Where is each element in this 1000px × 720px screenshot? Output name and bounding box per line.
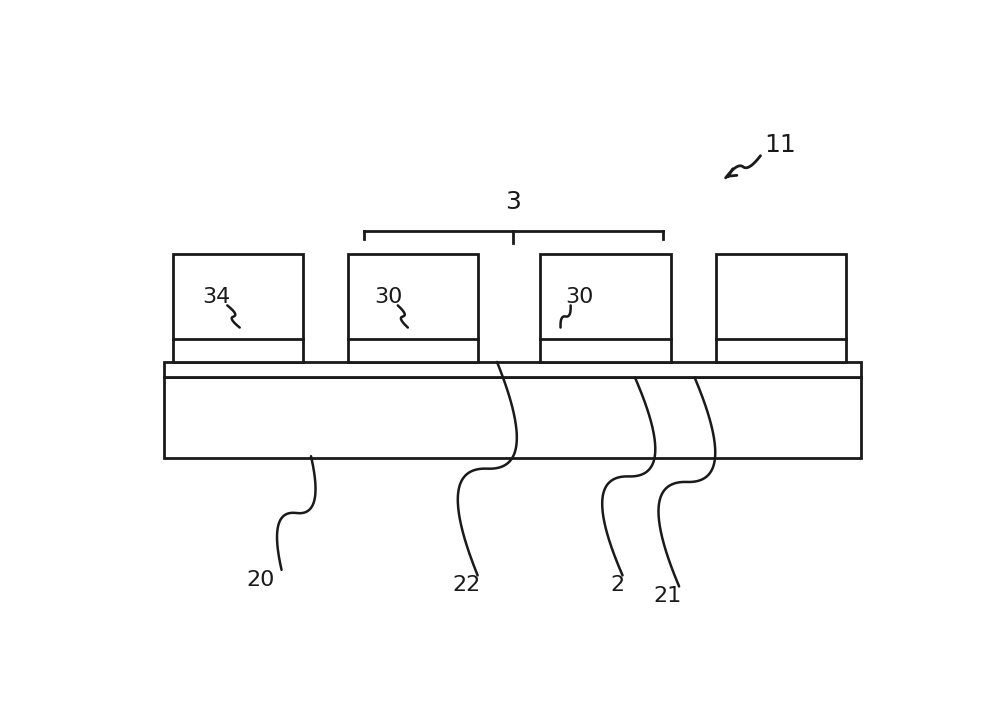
Text: 30: 30 xyxy=(374,287,403,307)
Bar xyxy=(716,254,846,362)
Bar xyxy=(164,377,861,458)
Text: 21: 21 xyxy=(653,587,682,606)
Bar xyxy=(348,254,478,362)
Text: 34: 34 xyxy=(202,287,231,307)
Bar xyxy=(173,254,303,362)
Bar xyxy=(164,362,861,377)
Text: 30: 30 xyxy=(565,287,593,307)
Text: 3: 3 xyxy=(505,190,521,214)
Text: 11: 11 xyxy=(764,132,796,157)
Text: 2: 2 xyxy=(610,575,624,595)
Text: 20: 20 xyxy=(246,570,275,590)
Bar xyxy=(540,254,671,362)
Text: 22: 22 xyxy=(452,575,480,595)
